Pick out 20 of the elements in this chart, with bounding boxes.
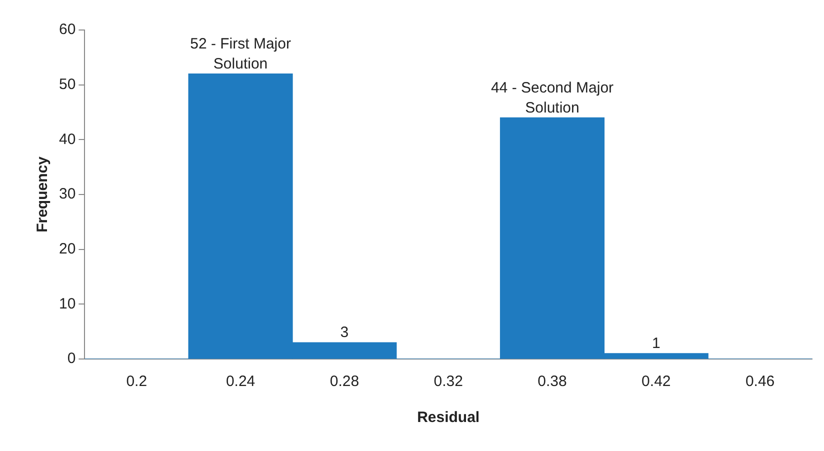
y-axis-title: Frequency (34, 156, 52, 232)
y-tick-label: 40 (58, 130, 76, 148)
y-tick-label: 10 (58, 295, 76, 312)
x-tick-label: 0.38 (538, 373, 567, 390)
x-tick-label: 0.32 (434, 373, 463, 390)
y-tick-label: 0 (67, 350, 76, 368)
data-label: 1 (652, 335, 660, 352)
x-axis-title: Residual (417, 409, 480, 426)
data-label: 3 (340, 324, 349, 342)
y-tick-label: 30 (58, 186, 76, 203)
data-label: 52 - First Major Solution (190, 36, 291, 73)
y-tick-label: 50 (58, 76, 76, 93)
x-tick-label: 0.42 (642, 373, 671, 390)
x-tick-label: 0.2 (126, 373, 148, 390)
x-tick-label: 0.46 (745, 373, 775, 390)
data-label: 44 - Second Major Solution (490, 79, 614, 116)
y-tick-label: 20 (58, 240, 76, 258)
x-tick-label: 0.24 (226, 373, 256, 390)
x-tick-label: 0.28 (330, 373, 360, 390)
y-tick-label: 60 (58, 21, 76, 38)
